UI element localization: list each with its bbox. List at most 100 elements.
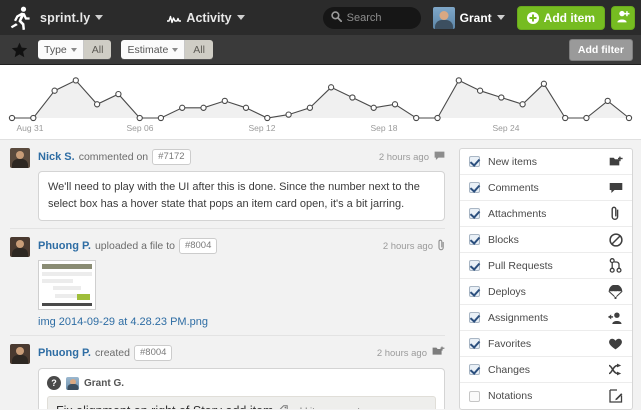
chart-point[interactable]: [391, 101, 399, 108]
pulse-icon: [167, 13, 182, 23]
chart-point[interactable]: [306, 104, 314, 111]
filter-row-favorites[interactable]: Favorites: [460, 331, 632, 357]
checkbox-changes[interactable]: [469, 364, 480, 375]
item-title[interactable]: Fix alignment on right of Story add item: [56, 404, 273, 409]
item-reference-chip[interactable]: #7172: [152, 149, 191, 165]
chart-area-fill: [12, 80, 629, 118]
chart-point[interactable]: [8, 114, 16, 122]
activity-time-wrap: 2 hours ago: [377, 346, 445, 360]
chart-point[interactable]: [540, 80, 548, 87]
chart-point[interactable]: [455, 77, 462, 84]
item-card[interactable]: ? Grant G. Fix alignment on right of Sto…: [38, 368, 445, 409]
comment-icon: [434, 151, 445, 164]
file-link[interactable]: img 2014-09-29 at 4.28.23 PM.png: [38, 316, 209, 329]
checkbox-notations[interactable]: [469, 390, 480, 402]
chart-point[interactable]: [519, 101, 526, 108]
chart-point[interactable]: [562, 114, 569, 122]
chart-point[interactable]: [179, 104, 186, 111]
block-icon: [608, 232, 623, 247]
item-assignee: Grant G.: [84, 377, 125, 389]
checkbox-blocks[interactable]: [469, 234, 480, 245]
filter-row-new-items[interactable]: New items: [460, 149, 632, 175]
filter-row-blocks[interactable]: Blocks: [460, 227, 632, 253]
filter-row-comments[interactable]: Comments: [460, 175, 632, 201]
chart-point[interactable]: [93, 101, 101, 108]
checkbox-favorites[interactable]: [469, 338, 480, 349]
item-card-header: ? Grant G.: [47, 376, 436, 391]
checkbox-comments[interactable]: [469, 182, 480, 193]
image-thumbnail[interactable]: [38, 260, 96, 311]
user-name: Grant: [459, 10, 492, 25]
checkbox-new-items[interactable]: [469, 156, 480, 167]
filter-row-notations[interactable]: Notations: [460, 383, 632, 409]
chart-point[interactable]: [476, 87, 484, 94]
filter-estimate-label-wrap[interactable]: Estimate: [121, 40, 186, 59]
search-box[interactable]: [322, 6, 421, 29]
chevron-down-icon: [496, 15, 505, 20]
item-reference-chip[interactable]: #8004: [134, 345, 173, 361]
filter-row-changes[interactable]: Changes: [460, 357, 632, 383]
filter-row-deploys[interactable]: Deploys: [460, 279, 632, 305]
nav-activity[interactable]: Activity: [167, 11, 245, 25]
avatar: [66, 376, 79, 390]
chart-point[interactable]: [413, 114, 420, 122]
user-menu[interactable]: Grant: [432, 6, 505, 29]
star-icon[interactable]: [10, 41, 28, 59]
chart-point[interactable]: [327, 84, 335, 91]
activity-item-comment: Nick S. commented on #7172 2 hours ago W…: [10, 148, 445, 228]
filter-row-assignments[interactable]: Assignments: [460, 305, 632, 331]
chart-tick-labels: Aug 31 Sep 06 Sep 12 Sep 18 Sep 24: [17, 123, 520, 133]
chart-point[interactable]: [30, 114, 37, 122]
add-filter-button[interactable]: Add filter: [568, 38, 633, 61]
chart-point[interactable]: [264, 114, 271, 122]
activity-user[interactable]: Phuong P.: [38, 347, 91, 360]
chart-point[interactable]: [115, 90, 122, 98]
search-input[interactable]: [346, 11, 413, 24]
chart-tick-label: Aug 31: [17, 123, 44, 133]
chart-point[interactable]: [434, 114, 441, 122]
shuffle-icon: [608, 362, 623, 377]
chart-point[interactable]: [370, 104, 377, 111]
chart-point[interactable]: [349, 94, 356, 101]
question-mark-icon[interactable]: ?: [47, 376, 61, 391]
chart-point[interactable]: [157, 114, 165, 122]
checkbox-attachments[interactable]: [469, 208, 480, 219]
chart-point[interactable]: [221, 97, 228, 105]
activity-time: 2 hours ago: [382, 240, 433, 252]
filter-estimate-label: Estimate: [127, 43, 169, 56]
chart-point[interactable]: [583, 114, 590, 122]
activity-user[interactable]: Phuong P.: [38, 240, 91, 253]
chart-point[interactable]: [72, 77, 79, 84]
add-user-button[interactable]: [611, 5, 635, 30]
filter-type[interactable]: Type All: [38, 40, 112, 59]
filter-type-label-wrap[interactable]: Type: [38, 40, 84, 59]
filter-row-attachments[interactable]: Attachments: [460, 201, 632, 227]
filter-estimate[interactable]: Estimate All: [121, 40, 213, 59]
chart-point[interactable]: [136, 114, 143, 122]
checkbox-deploys[interactable]: [469, 286, 480, 297]
tag-icon: [279, 405, 289, 409]
brand-menu[interactable]: sprint.ly: [40, 11, 104, 25]
filter-row-label: Assignments: [488, 311, 549, 324]
chart-point[interactable]: [242, 104, 250, 111]
filter-estimate-value[interactable]: All: [185, 40, 213, 59]
item-reference-chip[interactable]: #8004: [178, 238, 218, 254]
activity-time: 2 hours ago: [376, 347, 427, 359]
chart-point[interactable]: [604, 97, 611, 105]
checkbox-assignments[interactable]: [469, 312, 480, 323]
chart-tick-label: Sep 06: [127, 123, 154, 133]
chart-point[interactable]: [625, 114, 633, 122]
add-item-label: Add item: [543, 10, 595, 25]
chart-point[interactable]: [498, 94, 505, 101]
filter-row-label: Pull Requests: [488, 259, 553, 272]
activity-user[interactable]: Nick S.: [38, 151, 75, 163]
chart-point[interactable]: [285, 111, 292, 118]
chart-point[interactable]: [200, 104, 207, 111]
checkbox-pull-requests[interactable]: [469, 260, 480, 271]
chart-point[interactable]: [51, 87, 58, 94]
add-item-button[interactable]: Add item: [516, 5, 605, 30]
activity-time: 2 hours ago: [378, 151, 429, 163]
filter-row-pull-requests[interactable]: Pull Requests: [460, 253, 632, 279]
search-icon: [330, 10, 342, 25]
filter-type-value[interactable]: All: [83, 40, 112, 59]
